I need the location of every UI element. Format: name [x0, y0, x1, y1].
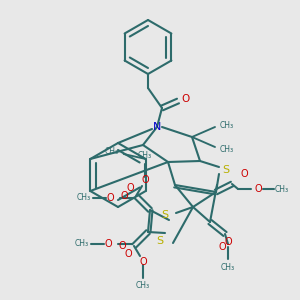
Text: O: O — [218, 242, 226, 252]
Text: CH₃: CH₃ — [220, 145, 234, 154]
Text: CH₃: CH₃ — [136, 281, 150, 290]
Text: O: O — [240, 169, 248, 179]
Text: CH₃: CH₃ — [77, 194, 91, 202]
Text: CH₃: CH₃ — [138, 152, 152, 160]
Text: O: O — [118, 241, 126, 251]
Text: S: S — [161, 210, 169, 220]
Text: O: O — [182, 94, 190, 104]
Text: CH₃: CH₃ — [105, 146, 119, 155]
Text: O: O — [106, 193, 114, 203]
Text: N: N — [153, 122, 161, 132]
Text: CH₃: CH₃ — [220, 121, 234, 130]
Text: O: O — [139, 257, 147, 267]
Text: O: O — [124, 249, 132, 259]
Text: CH₃: CH₃ — [75, 239, 89, 248]
Text: O: O — [104, 239, 112, 249]
Text: CH₃: CH₃ — [275, 184, 289, 194]
Text: O: O — [141, 175, 149, 185]
Text: CH₃: CH₃ — [221, 263, 235, 272]
Text: O: O — [224, 237, 232, 247]
Text: S: S — [156, 236, 164, 246]
Text: O: O — [254, 184, 262, 194]
Text: S: S — [222, 165, 230, 175]
Text: O: O — [120, 191, 128, 201]
Text: O: O — [126, 183, 134, 193]
